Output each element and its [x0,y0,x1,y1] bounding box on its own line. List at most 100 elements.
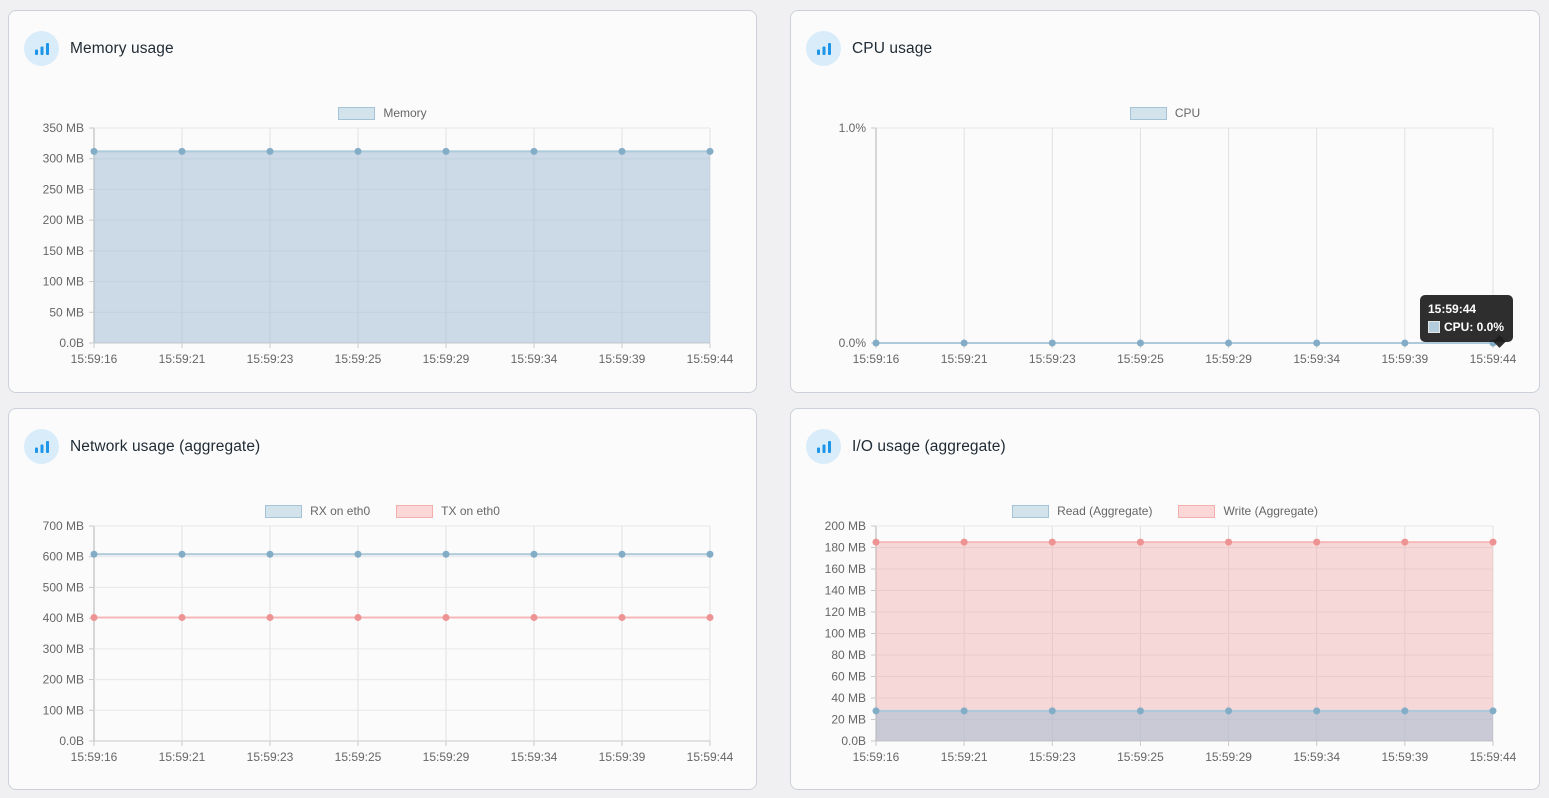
svg-text:15:59:29: 15:59:29 [423,750,470,764]
svg-text:15:59:44: 15:59:44 [687,750,734,764]
gridlines [89,525,711,746]
svg-text:15:59:29: 15:59:29 [1205,750,1252,764]
svg-text:180 MB: 180 MB [825,541,866,555]
y-axis-labels: 1.0% 0.0% [839,121,867,350]
svg-text:20 MB: 20 MB [831,713,866,727]
bar-chart-icon [806,429,841,464]
legend-item-tx-on-eth0[interactable]: TX on eth0 [396,504,500,518]
y-axis-labels: 350 MB 300 MB 250 MB 200 MB 150 MB 100 MB 50 M… [43,121,84,350]
svg-text:15:59:21: 15:59:21 [941,750,988,764]
cpu-chart[interactable]: CPU 15:59:16 15:59:21 15:59:23 15:59:25 15:59… [791,105,1539,371]
legend-item-rx-on-eth0[interactable]: RX on eth0 [265,504,370,518]
svg-text:15:59:21: 15:59:21 [159,750,206,764]
svg-text:100 MB: 100 MB [43,703,84,717]
tooltip-series-swatch [1428,321,1440,333]
gridlines [871,127,1494,348]
legend-item-cpu[interactable]: CPU [1129,106,1201,120]
area-memory [94,151,710,343]
svg-text:50 MB: 50 MB [49,305,84,319]
svg-text:120 MB: 120 MB [825,605,866,619]
area-read-aggregate [876,710,1493,741]
chart-legend: RX on eth0 TX on eth0 [9,503,756,519]
points-cpu [872,339,1497,347]
memory-chart[interactable]: Memory 15:59:16 15:59:21 15:59:23 15:59:25 15… [9,105,756,371]
panel-header: Memory usage [9,11,756,66]
legend-item-read-aggregate[interactable]: Read (Aggregate) [1012,504,1152,518]
svg-text:150 MB: 150 MB [43,244,84,258]
bar-chart-icon [24,31,59,66]
svg-text:15:59:16: 15:59:16 [853,352,900,366]
panel-title: Network usage (aggregate) [70,437,261,455]
panel-title: CPU usage [852,39,933,57]
legend-label: RX on eth0 [310,504,371,518]
svg-text:1.0%: 1.0% [839,121,867,135]
svg-text:400 MB: 400 MB [43,611,84,625]
svg-text:500 MB: 500 MB [43,580,84,594]
svg-text:15:59:29: 15:59:29 [423,352,470,366]
svg-text:15:59:44: 15:59:44 [687,352,734,366]
io-chart-canvas[interactable]: 15:59:16 15:59:21 15:59:23 15:59:25 15:59:29… [791,519,1539,769]
svg-text:15:59:25: 15:59:25 [335,352,382,366]
svg-text:15:59:25: 15:59:25 [1117,352,1164,366]
network-chart[interactable]: RX on eth0 TX on eth0 15:59:16 15:59:21 15:5… [9,503,756,769]
svg-text:15:59:44: 15:59:44 [1470,750,1517,764]
svg-text:160 MB: 160 MB [825,562,866,576]
svg-text:15:59:39: 15:59:39 [599,750,646,764]
legend-swatch [1178,504,1216,518]
chart-legend: Memory [9,105,756,121]
tooltip-series-row: CPU: 0.0% [1428,318,1504,336]
cpu-chart-canvas[interactable]: 15:59:16 15:59:21 15:59:23 15:59:25 15:59:29… [791,121,1539,371]
svg-text:60 MB: 60 MB [831,670,866,684]
svg-text:80 MB: 80 MB [831,648,866,662]
svg-text:15:59:23: 15:59:23 [247,750,294,764]
points-tx-on-eth0 [90,614,714,622]
svg-text:200 MB: 200 MB [825,519,866,533]
svg-text:15:59:34: 15:59:34 [511,750,558,764]
legend-label: CPU [1174,106,1201,120]
x-axis-labels: 15:59:16 15:59:21 15:59:23 15:59:25 15:59:29… [853,750,1517,764]
x-axis-labels: 15:59:16 15:59:21 15:59:23 15:59:25 15:59:29… [71,750,734,764]
svg-text:200 MB: 200 MB [43,673,84,687]
network-chart-canvas[interactable]: 15:59:16 15:59:21 15:59:23 15:59:25 15:59:29… [9,519,756,769]
svg-text:15:59:34: 15:59:34 [511,352,558,366]
chart-legend: Read (Aggregate) Write (Aggregate) [791,503,1539,519]
legend-item-memory[interactable]: Memory [338,106,427,120]
legend-label: Read (Aggregate) [1057,504,1153,518]
tooltip-time: 15:59:44 [1428,302,1477,316]
svg-text:15:59:16: 15:59:16 [71,750,118,764]
svg-text:100 MB: 100 MB [825,627,866,641]
svg-text:15:59:23: 15:59:23 [247,352,294,366]
svg-text:15:59:34: 15:59:34 [1293,352,1340,366]
tooltip-series-value: CPU: 0.0% [1444,320,1505,334]
svg-text:600 MB: 600 MB [43,550,84,564]
svg-text:15:59:23: 15:59:23 [1029,750,1076,764]
svg-text:100 MB: 100 MB [43,275,84,289]
svg-text:350 MB: 350 MB [43,121,84,135]
svg-text:200 MB: 200 MB [43,213,84,227]
panel-cpu-usage: CPU usage CPU 15:59:16 15:59:21 15:59:23 15:… [790,10,1540,393]
svg-text:700 MB: 700 MB [43,519,84,533]
svg-text:15:59:25: 15:59:25 [335,750,382,764]
io-chart[interactable]: Read (Aggregate) Write (Aggregate) 15:59:1… [791,503,1539,769]
legend-swatch [1129,106,1167,120]
panel-title: I/O usage (aggregate) [852,437,1006,455]
panel-io-usage: I/O usage (aggregate) Read (Aggregate) Wr… [790,408,1540,790]
svg-text:40 MB: 40 MB [831,691,866,705]
legend-swatch [338,106,376,120]
panel-header: Network usage (aggregate) [9,409,756,464]
legend-item-write-aggregate[interactable]: Write (Aggregate) [1178,504,1318,518]
svg-text:0.0B: 0.0B [59,734,84,748]
legend-swatch [265,504,303,518]
svg-text:15:59:29: 15:59:29 [1205,352,1252,366]
svg-text:250 MB: 250 MB [43,182,84,196]
legend-label: Write (Aggregate) [1223,504,1318,518]
legend-swatch [396,504,434,518]
points-read-aggregate [872,707,1497,715]
points-rx-on-eth0 [90,550,714,558]
svg-text:300 MB: 300 MB [43,642,84,656]
memory-chart-canvas[interactable]: 15:59:16 15:59:21 15:59:23 15:59:25 15:59:29… [9,121,756,371]
legend-swatch [1012,504,1050,518]
svg-text:15:59:23: 15:59:23 [1029,352,1076,366]
svg-text:15:59:34: 15:59:34 [1293,750,1340,764]
